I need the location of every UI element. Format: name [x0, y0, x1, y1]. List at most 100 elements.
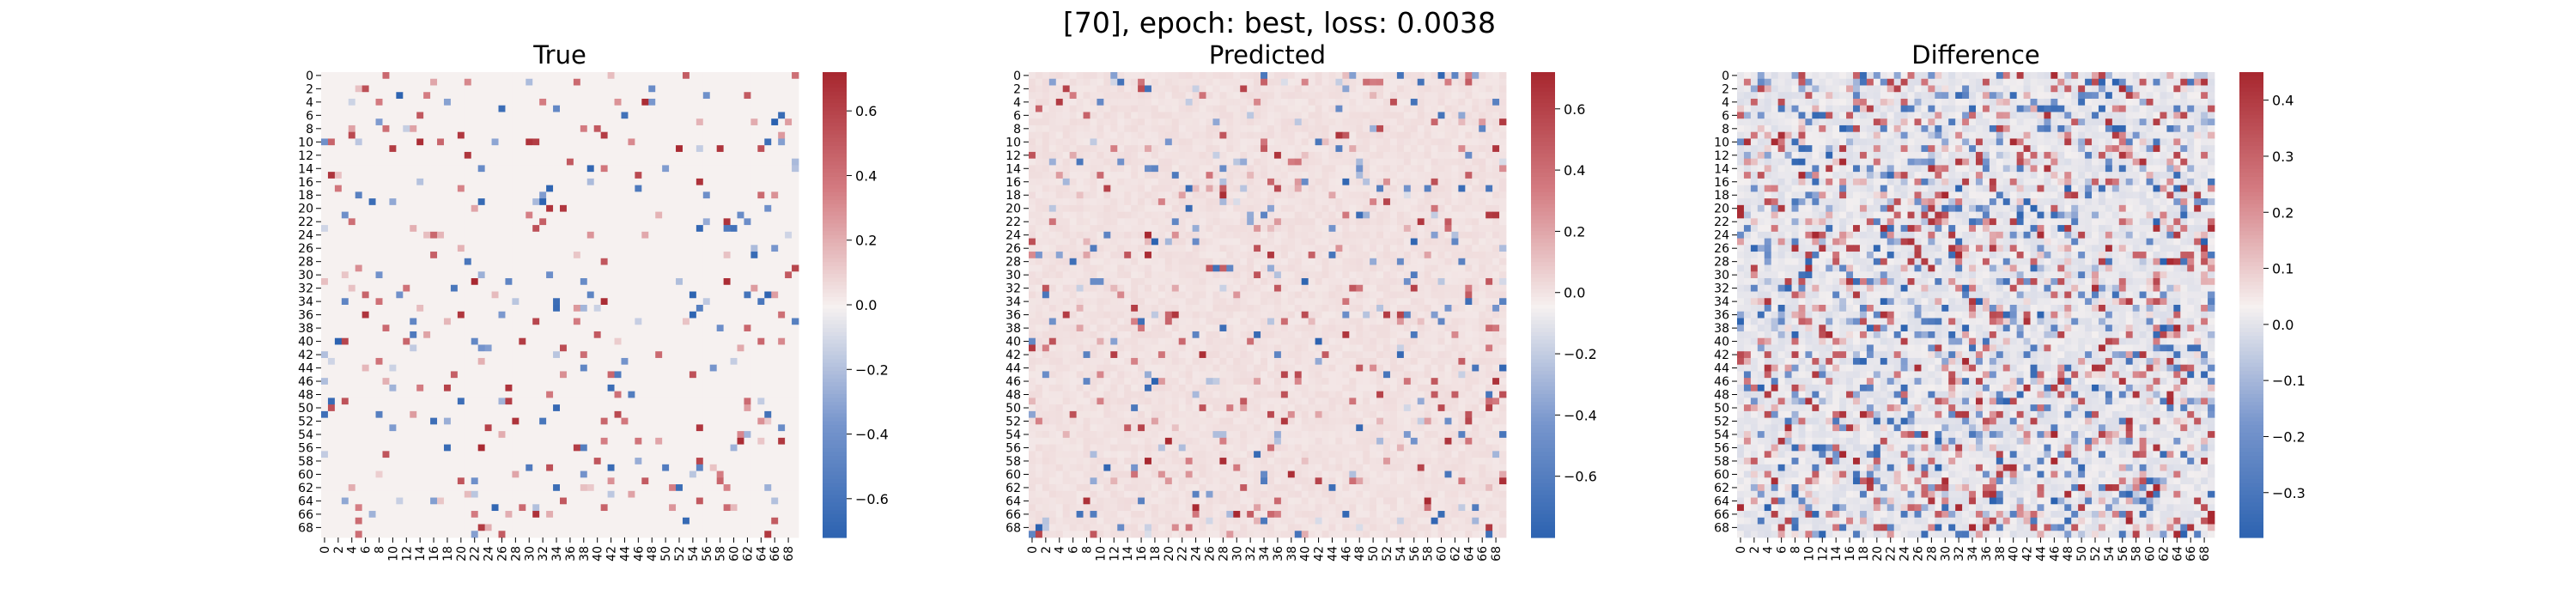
heatmap-cell	[586, 384, 595, 392]
heatmap-cell	[389, 218, 397, 226]
heatmap-cell	[730, 517, 738, 525]
heatmap-cell	[361, 178, 369, 186]
heatmap-cell	[655, 391, 663, 398]
heatmap-cell	[600, 78, 608, 86]
heatmap-cell	[785, 124, 793, 133]
heatmap-cell	[566, 511, 574, 519]
heatmap-cell	[744, 284, 751, 292]
heatmap-cell	[389, 364, 397, 372]
heatmap-cell	[628, 417, 635, 425]
heatmap-cell	[566, 112, 574, 119]
heatmap-cell	[423, 271, 431, 279]
heatmap-cell	[505, 211, 513, 219]
heatmap-cell	[730, 331, 738, 339]
heatmap-cell	[443, 398, 452, 405]
heatmap-cell	[730, 284, 738, 292]
heatmap-cell	[689, 511, 697, 519]
heatmap-cell	[593, 458, 602, 465]
heatmap-cell	[662, 444, 670, 452]
heatmap-cell	[628, 151, 635, 160]
heatmap-cell	[375, 331, 383, 339]
heatmap-cell	[628, 391, 635, 398]
heatmap-cell	[566, 384, 574, 392]
heatmap-cell	[737, 238, 744, 246]
heatmap-cell	[785, 384, 793, 392]
heatmap-cell	[416, 165, 424, 173]
heatmap-cell	[716, 511, 725, 519]
heatmap-cell	[410, 398, 417, 405]
heatmap-cell	[437, 318, 445, 325]
heatmap-cell	[512, 151, 519, 160]
heatmap-cell	[327, 531, 336, 538]
heatmap-cell	[709, 391, 718, 398]
heatmap-cell	[600, 165, 608, 173]
heatmap-cell	[355, 185, 363, 192]
heatmap-cell	[757, 178, 765, 186]
heatmap-cell	[348, 231, 356, 239]
heatmap-cell	[655, 477, 663, 485]
heatmap-cell	[443, 451, 452, 458]
heatmap-cell	[655, 351, 663, 359]
heatmap-cell	[730, 178, 738, 186]
heatmap-cell	[361, 451, 369, 458]
heatmap-cell	[553, 444, 561, 452]
heatmap-cell	[341, 331, 349, 339]
heatmap-cell	[382, 417, 390, 425]
heatmap-cell	[553, 404, 561, 412]
heatmap-cell	[750, 451, 758, 458]
heatmap-cell	[361, 151, 369, 160]
heatmap-cell	[750, 364, 758, 372]
heatmap-cell	[355, 410, 363, 419]
heatmap-cell	[648, 391, 656, 398]
heatmap-cell	[648, 464, 656, 471]
heatmap-cell	[628, 118, 635, 126]
heatmap-cell	[702, 325, 711, 332]
heatmap-cell	[539, 391, 547, 398]
heatmap-cell	[614, 252, 622, 259]
heatmap-cell	[375, 364, 383, 372]
heatmap-cell	[566, 211, 574, 219]
heatmap-cell	[519, 92, 526, 100]
heatmap-cell	[614, 231, 622, 239]
heatmap-cell	[607, 185, 615, 192]
heatmap-cell	[361, 131, 369, 139]
heatmap-cell	[628, 264, 635, 272]
heatmap-cell	[498, 511, 506, 519]
heatmap-cell	[682, 238, 690, 246]
heatmap-cell	[457, 497, 465, 505]
heatmap-cell	[471, 325, 479, 332]
heatmap-cell	[778, 451, 786, 458]
heatmap-cell	[702, 331, 711, 339]
heatmap-cell	[368, 511, 376, 519]
heatmap-cell	[464, 78, 472, 86]
heatmap-cell	[689, 305, 697, 313]
heatmap-cell	[396, 231, 404, 239]
heatmap-cell	[750, 258, 758, 265]
heatmap-cell	[628, 72, 635, 80]
heatmap-cell	[730, 337, 738, 345]
heatmap-cell	[396, 325, 404, 332]
heatmap-cell	[696, 404, 704, 412]
heatmap-cell	[614, 364, 622, 372]
heatmap-cell	[471, 78, 479, 86]
heatmap-cell	[764, 218, 772, 226]
heatmap-cell	[464, 138, 472, 146]
heatmap-cell	[375, 504, 383, 512]
heatmap-cell	[334, 98, 343, 106]
heatmap-cell	[334, 364, 343, 372]
heatmap-cell	[464, 444, 472, 452]
heatmap-cell	[669, 511, 677, 519]
heatmap-cell	[471, 278, 479, 286]
heatmap-cell	[648, 204, 656, 212]
heatmap-cell	[396, 378, 404, 385]
heatmap-cell	[526, 524, 533, 531]
heatmap-cell	[396, 417, 404, 425]
heatmap-cell	[375, 391, 383, 398]
heatmap-cell	[764, 490, 772, 498]
heatmap-cell	[491, 145, 499, 153]
heatmap-cell	[648, 105, 656, 112]
heatmap-cell	[334, 437, 343, 445]
heatmap-cell	[621, 305, 629, 313]
heatmap-cell	[607, 437, 615, 445]
heatmap-cell	[532, 291, 540, 299]
